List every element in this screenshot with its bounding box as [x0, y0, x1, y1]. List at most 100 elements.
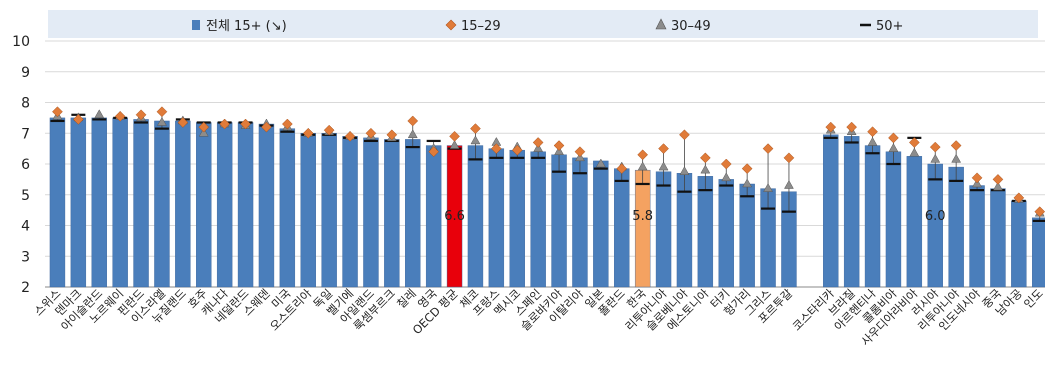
marker-30-49 — [742, 178, 753, 188]
marker-30-49 — [930, 153, 941, 163]
bar — [425, 145, 442, 288]
bar-data-label: 6.6 — [444, 209, 465, 224]
bar — [363, 137, 379, 288]
marker-30-49 — [993, 181, 1003, 191]
legend-label: 15–29 — [461, 19, 501, 34]
bar — [927, 163, 943, 288]
bar — [196, 122, 212, 288]
marker-30-49 — [157, 116, 167, 126]
y-tick-label: 3 — [21, 249, 30, 265]
bar — [237, 122, 254, 288]
marker-15-29 — [344, 130, 356, 142]
marker-15-29 — [867, 126, 878, 138]
marker-15-29 — [490, 143, 502, 154]
bar — [551, 154, 567, 288]
marker-30-49 — [94, 109, 105, 119]
marker-15-29 — [741, 163, 753, 174]
marker-30-49 — [700, 164, 711, 174]
marker-15-29 — [574, 146, 586, 158]
marker-15-29 — [281, 118, 293, 130]
marker-15-29 — [323, 124, 335, 136]
bar — [655, 171, 672, 288]
y-tick-label: 4 — [21, 219, 30, 235]
bar — [823, 134, 839, 288]
marker-15-29 — [156, 106, 168, 118]
legend-label: 50+ — [876, 19, 903, 34]
bar — [1032, 217, 1045, 288]
marker-30-49 — [784, 180, 794, 189]
legend-background — [48, 10, 1038, 38]
y-tick-label: 6 — [21, 157, 30, 173]
bar — [864, 145, 881, 288]
legend-label: 전체 15+ (↘) — [206, 19, 287, 34]
x-category-label: 오스트리아 — [267, 286, 315, 334]
y-tick-label: 10 — [12, 34, 30, 50]
marker-15-29 — [637, 149, 649, 161]
y-tick-label: 9 — [21, 65, 30, 81]
marker-30-49 — [721, 172, 732, 182]
marker-15-29 — [783, 152, 795, 164]
bar — [91, 117, 107, 288]
marker-15-29 — [950, 140, 962, 151]
bar-data-label: 5.8 — [632, 209, 653, 224]
marker-15-29 — [553, 140, 565, 151]
marker-15-29 — [302, 127, 314, 139]
marker-15-29 — [1034, 206, 1045, 218]
bar — [509, 149, 525, 288]
marker-15-29 — [720, 158, 732, 170]
bar — [405, 139, 421, 288]
bar — [718, 179, 734, 288]
marker-15-29 — [888, 132, 899, 144]
marker-15-29 — [428, 146, 440, 158]
marker-30-49 — [909, 147, 920, 157]
x-category-label: 칠레 — [394, 286, 419, 311]
bar — [697, 176, 714, 288]
marker-15-29 — [177, 117, 189, 128]
bar — [614, 168, 630, 288]
legend-triangle-marker — [655, 18, 667, 30]
legend: 전체 15+ (↘) 15–29 30–49 50+ — [48, 10, 1038, 38]
y-axis: 2 3 4 5 6 7 8 9 10 — [12, 34, 30, 296]
bar — [1011, 200, 1027, 288]
marker-15-29 — [219, 118, 231, 130]
bar — [342, 136, 358, 288]
markers — [50, 106, 1045, 222]
x-axis: 스위스덴마크아이슬란드노르웨이핀란드이스라엘뉴질랜드호주캐나다네덜란드스웨덴미국… — [31, 286, 1045, 349]
marker-15-29 — [616, 163, 628, 174]
bar — [572, 157, 588, 288]
bar — [175, 120, 191, 288]
bar-data-label: 6.0 — [925, 209, 946, 224]
marker-15-29 — [114, 110, 126, 122]
marker-15-29 — [532, 137, 544, 148]
marker-15-29 — [72, 114, 84, 125]
bar — [384, 139, 400, 288]
data-labels: 6.6 5.8 6.0 — [444, 209, 945, 224]
marker-15-29 — [762, 143, 774, 154]
marker-15-29 — [1013, 192, 1025, 204]
bar — [321, 133, 337, 288]
bar — [216, 122, 233, 288]
bar — [300, 133, 316, 288]
y-tick-label: 2 — [21, 280, 30, 296]
marker-30-49 — [470, 135, 481, 145]
marker-30-49 — [951, 153, 962, 163]
marker-15-29 — [52, 106, 63, 118]
bar — [530, 151, 546, 288]
y-tick-label: 8 — [21, 96, 30, 112]
y-tick-label: 5 — [21, 188, 30, 204]
marker-30-49 — [449, 140, 460, 149]
marker-30-49 — [658, 161, 669, 171]
legend-label: 30–49 — [671, 19, 711, 34]
bar — [154, 120, 170, 288]
marker-15-29 — [825, 121, 837, 133]
marker-15-29 — [929, 141, 941, 153]
bar — [634, 169, 651, 288]
marker-30-49 — [867, 136, 878, 146]
marker-30-49 — [637, 161, 648, 171]
marker-15-29 — [449, 130, 460, 142]
marker-30-49 — [763, 183, 773, 192]
marker-15-29 — [198, 121, 210, 133]
marker-30-49 — [679, 166, 690, 175]
bar — [843, 136, 860, 288]
